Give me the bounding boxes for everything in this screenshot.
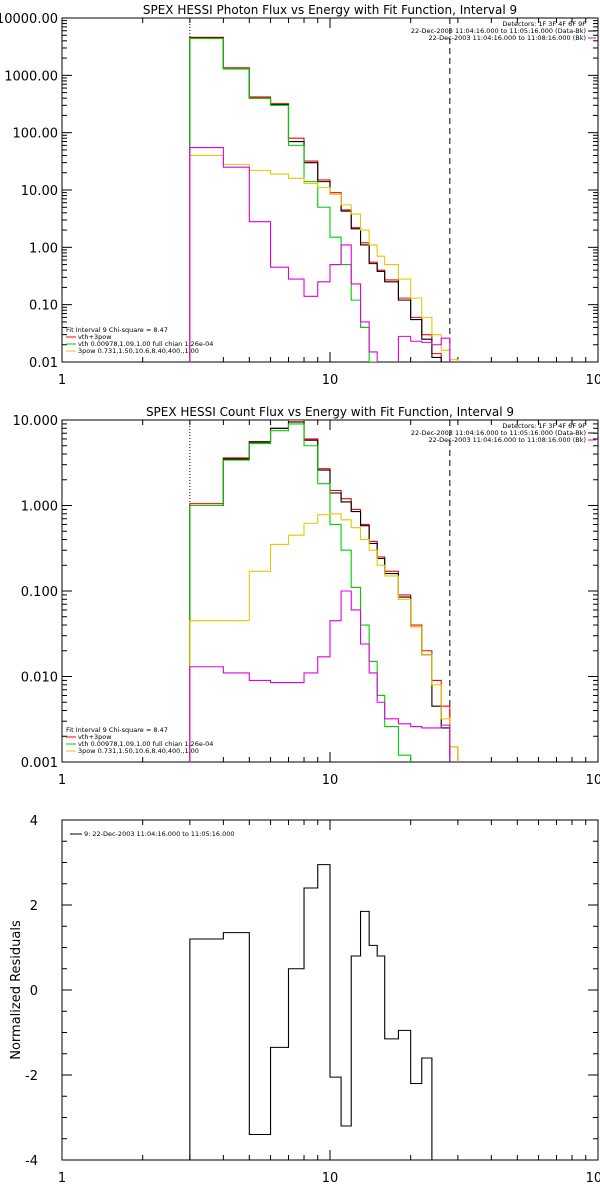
y-tick-label: 0 xyxy=(30,984,38,999)
legend-bottom-line: 3pow 0.731,1.50,10.6,8.40,400.,1.00 xyxy=(78,747,199,755)
legend-bottom-line: vth+3pow xyxy=(78,333,112,341)
y-tick-label: 0.01 xyxy=(29,356,58,371)
y-tick-label: 0.100 xyxy=(21,585,58,600)
series-line-1 xyxy=(189,420,459,762)
y-tick-label: 1.000 xyxy=(21,500,58,515)
y-tick-label: 0.010 xyxy=(21,671,58,686)
y-tick-label: 10000.00 xyxy=(0,12,58,27)
series-line-4 xyxy=(189,154,459,362)
series-line-5 xyxy=(189,147,451,362)
y-tick-label: 2 xyxy=(30,899,38,914)
legend-top-line: 22-Dec-2003 11:04:16.000 to 11:08:16.000… xyxy=(429,436,587,444)
legend-top-line: Detectors: 1F 3F 4F 6F 9F xyxy=(502,20,586,28)
legend-bottom-line: vth 0.00978,1.09,1.00 full chian 1.26e-0… xyxy=(78,340,213,348)
y-tick-label: 100.00 xyxy=(13,127,59,142)
y-tick-label: -2 xyxy=(25,1069,38,1084)
legend-series-label: 9: 22-Dec-2003 11:04:16.000 to 11:05:16.… xyxy=(84,830,235,838)
legend-top-line: 22-Dec-2003 11:04:16.000 to 11:05:16.000… xyxy=(411,429,586,437)
chart-panel-3: 1 10 100 4 2 0 -2 -4 Normalized Residuals 9: 22-D… xyxy=(9,814,600,1186)
y-tick-label: 1.00 xyxy=(29,241,58,256)
y-tick-label: 0.001 xyxy=(21,756,58,771)
y-tick-label: 10.000 xyxy=(13,414,59,429)
chart-title: SPEX HESSI Photon Flux vs Energy with Fi… xyxy=(143,3,517,17)
series-line-3 xyxy=(189,37,378,362)
legend-top-line: 22-Dec-2003 11:04:16.000 to 11:05:16.000… xyxy=(411,27,586,35)
y-axis-label: Normalized Residuals xyxy=(9,920,24,1060)
series-line-4 xyxy=(189,513,459,762)
series-line-5 xyxy=(189,590,451,762)
y-tick-label: 1000.00 xyxy=(4,69,58,84)
chart-panel-2: SPEX HESSI Count Flux vs Energy with Fit… xyxy=(13,405,600,788)
x-tick-label: 10 xyxy=(322,1171,339,1186)
y-tick-label: 10.00 xyxy=(21,184,58,199)
x-tick-label: 1 xyxy=(58,373,66,388)
legend-bottom-line: vth+3pow xyxy=(78,733,112,741)
x-tick-label: 1 xyxy=(58,1171,66,1186)
x-tick-label: 100 xyxy=(586,1171,600,1186)
x-tick-label: 10 xyxy=(322,773,339,788)
x-tick-label: 1 xyxy=(58,773,66,788)
legend-bottom-line: Fit Interval 9 Chi-square = 8.47 xyxy=(66,726,168,734)
chart-title: SPEX HESSI Count Flux vs Energy with Fit… xyxy=(146,405,514,419)
x-tick-label: 100 xyxy=(586,773,600,788)
series-line-1 xyxy=(189,864,433,1160)
legend-top-line: Detectors: 1F 3F 4F 6F 9F xyxy=(502,422,586,430)
x-tick-label: 100 xyxy=(586,373,600,388)
series-line-2 xyxy=(189,421,459,762)
legend-bottom-line: Fit Interval 9 Chi-square = 8.47 xyxy=(66,326,168,334)
legend-bottom-line: vth 0.00978,1.09,1.00 full chian 1.26e-0… xyxy=(78,740,213,748)
legend-bottom-line: 3pow 0.731,1.50,10.6,8.40,400.,1.00 xyxy=(78,347,199,355)
y-tick-label: 4 xyxy=(30,814,38,829)
legend-top-line: 22-Dec-2003 11:04:16.000 to 11:08:16.000… xyxy=(429,34,587,42)
y-tick-label: -4 xyxy=(25,1154,38,1169)
series-line-3 xyxy=(189,423,412,762)
x-tick-label: 10 xyxy=(322,373,339,388)
y-tick-label: 0.10 xyxy=(29,299,58,314)
chart-panel-1: SPEX HESSI Photon Flux vs Energy with Fi… xyxy=(0,3,600,388)
